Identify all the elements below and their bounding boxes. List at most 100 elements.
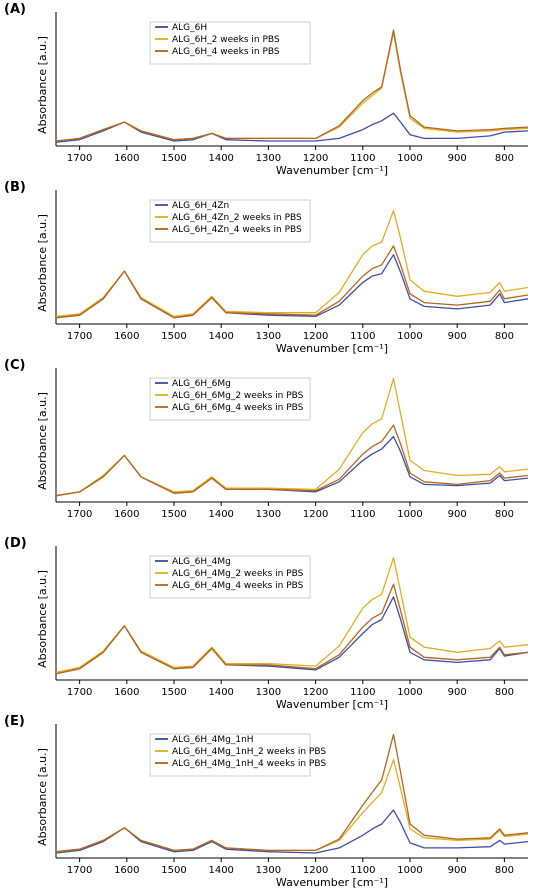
legend-label: ALG_6H_6Mg xyxy=(172,379,231,389)
x-tick-label: 900 xyxy=(448,153,467,164)
x-tick-label: 1700 xyxy=(67,865,92,876)
series-line-1 xyxy=(55,596,529,675)
legend-box xyxy=(149,733,311,777)
series-line-1 xyxy=(55,435,529,497)
legend: ALG_6H_4Mg_1nH ALG_6H_4Mg_1nH_2 weeks in … xyxy=(149,733,326,777)
x-tick-label: 1400 xyxy=(208,509,233,520)
x-tick-label: 900 xyxy=(448,509,467,520)
legend: ALG_6H ALG_6H_2 weeks in PBS ALG_6H_4 week… xyxy=(149,21,311,65)
legend-label: ALG_6H_4Zn_4 weeks in PBS xyxy=(172,225,302,235)
x-tick-label: 1100 xyxy=(350,687,375,698)
series-line-3 xyxy=(55,733,529,853)
x-tick-label: 1000 xyxy=(397,687,422,698)
y-axis-title: Absorbance [a.u.] xyxy=(36,570,49,668)
spectrum-chart: 1700 1600 1500 1400 1300 1200 1100 1000 900 800 Ab… xyxy=(36,368,529,520)
spectrum-panel: (C) 1700 1600 1500 1400 1300 1200 1100 1000 900 80… xyxy=(0,356,550,532)
x-axis-title: Wavenumber [cm⁻¹] xyxy=(276,164,388,177)
legend-label: ALG_6H_2 weeks in PBS xyxy=(172,35,280,45)
x-axis-title: Wavenumber [cm⁻¹] xyxy=(276,698,388,711)
x-tick-label: 1500 xyxy=(161,331,186,342)
panel-label: (C) xyxy=(4,358,26,373)
legend-label: ALG_6H_6Mg_2 weeks in PBS xyxy=(172,391,304,401)
x-axis-title: Wavenumber [cm⁻¹] xyxy=(276,876,388,888)
legend-label: ALG_6H_4Zn_2 weeks in PBS xyxy=(172,213,302,223)
legend: ALG_6H_6Mg ALG_6H_6Mg_2 weeks in PBS ALG_6… xyxy=(149,377,311,421)
series-line-1 xyxy=(55,809,529,854)
x-tick-label: 1300 xyxy=(256,153,281,164)
x-tick-label: 1400 xyxy=(208,331,233,342)
x-tick-label: 900 xyxy=(448,331,467,342)
x-tick-label: 1600 xyxy=(114,509,139,520)
panel-label: (A) xyxy=(4,2,26,17)
x-tick-label: 800 xyxy=(495,509,514,520)
series-line-3 xyxy=(55,583,529,675)
x-tick-label: 1500 xyxy=(161,687,186,698)
legend-box xyxy=(149,555,311,599)
legend-label: ALG_6H_4Mg_2 weeks in PBS xyxy=(172,569,304,579)
legend-label: ALG_6H_4Zn xyxy=(172,201,229,211)
x-tick-label: 1000 xyxy=(397,153,422,164)
x-tick-label: 1200 xyxy=(303,331,328,342)
x-tick-label: 1700 xyxy=(67,153,92,164)
legend-box xyxy=(149,21,311,65)
x-tick-label: 1000 xyxy=(397,331,422,342)
x-tick-label: 1500 xyxy=(161,153,186,164)
series-line-1 xyxy=(55,254,529,319)
x-tick-label: 1700 xyxy=(67,509,92,520)
x-tick-label: 800 xyxy=(495,687,514,698)
y-axis-title: Absorbance [a.u.] xyxy=(36,214,49,312)
x-tick-label: 1500 xyxy=(161,865,186,876)
spectrum-panel: (E) 1700 1600 1500 1400 1300 1200 1100 1000 900 80… xyxy=(0,712,550,888)
x-tick-label: 900 xyxy=(448,687,467,698)
spectrum-panel: (A) 1700 1600 1500 1400 1300 1200 1100 1000 900 80… xyxy=(0,0,550,177)
legend-label: ALG_6H_6Mg_4 weeks in PBS xyxy=(172,403,304,413)
x-tick-label: 800 xyxy=(495,153,514,164)
legend-label: ALG_6H_4 weeks in PBS xyxy=(172,47,280,57)
x-tick-label: 900 xyxy=(448,865,467,876)
x-tick-label: 1500 xyxy=(161,509,186,520)
legend-box xyxy=(149,377,311,421)
panel-label: (B) xyxy=(4,180,26,195)
series-line-3 xyxy=(55,29,529,142)
legend-label: ALG_6H_4Mg xyxy=(172,557,231,567)
x-tick-label: 1100 xyxy=(350,153,375,164)
x-tick-label: 1300 xyxy=(256,865,281,876)
x-tick-label: 1400 xyxy=(208,865,233,876)
x-tick-label: 800 xyxy=(495,865,514,876)
x-tick-label: 1600 xyxy=(114,687,139,698)
legend-label: ALG_6H xyxy=(172,23,207,33)
legend-label: ALG_6H_4Mg_1nH_2 weeks in PBS xyxy=(172,747,326,757)
y-axis-title: Absorbance [a.u.] xyxy=(36,36,49,134)
x-tick-label: 1300 xyxy=(256,687,281,698)
spectrum-panel: (B) 1700 1600 1500 1400 1300 1200 1100 1000 900 80… xyxy=(0,178,550,355)
spectrum-panel: (D) 1700 1600 1500 1400 1300 1200 1100 1000 900 80… xyxy=(0,534,550,711)
x-tick-label: 800 xyxy=(495,331,514,342)
panel-label: (D) xyxy=(4,536,27,551)
x-tick-label: 1600 xyxy=(114,153,139,164)
x-tick-label: 1300 xyxy=(256,509,281,520)
spectrum-chart: 1700 1600 1500 1400 1300 1200 1100 1000 900 800 Wa… xyxy=(36,724,529,888)
series-line-3 xyxy=(55,245,529,319)
legend-box xyxy=(149,199,311,243)
x-tick-label: 1600 xyxy=(114,865,139,876)
x-tick-label: 1300 xyxy=(256,331,281,342)
x-tick-label: 1100 xyxy=(350,509,375,520)
x-tick-label: 1400 xyxy=(208,687,233,698)
x-tick-label: 1100 xyxy=(350,331,375,342)
x-tick-label: 1000 xyxy=(397,865,422,876)
y-axis-title: Absorbance [a.u.] xyxy=(36,748,49,846)
x-tick-label: 1700 xyxy=(67,331,92,342)
x-tick-label: 1700 xyxy=(67,687,92,698)
x-tick-label: 1400 xyxy=(208,153,233,164)
spectrum-chart: 1700 1600 1500 1400 1300 1200 1100 1000 900 800 Wa… xyxy=(36,546,529,711)
x-tick-label: 1200 xyxy=(303,153,328,164)
series-line-3 xyxy=(55,424,529,497)
legend: ALG_6H_4Mg ALG_6H_4Mg_2 weeks in PBS ALG_6… xyxy=(149,555,311,599)
x-tick-label: 1200 xyxy=(303,509,328,520)
legend-label: ALG_6H_4Mg_4 weeks in PBS xyxy=(172,581,304,591)
x-tick-label: 1200 xyxy=(303,865,328,876)
legend: ALG_6H_4Zn ALG_6H_4Zn_2 weeks in PBS ALG_6… xyxy=(149,199,311,243)
legend-label: ALG_6H_4Mg_1nH_4 weeks in PBS xyxy=(172,759,326,769)
x-tick-label: 1600 xyxy=(114,331,139,342)
